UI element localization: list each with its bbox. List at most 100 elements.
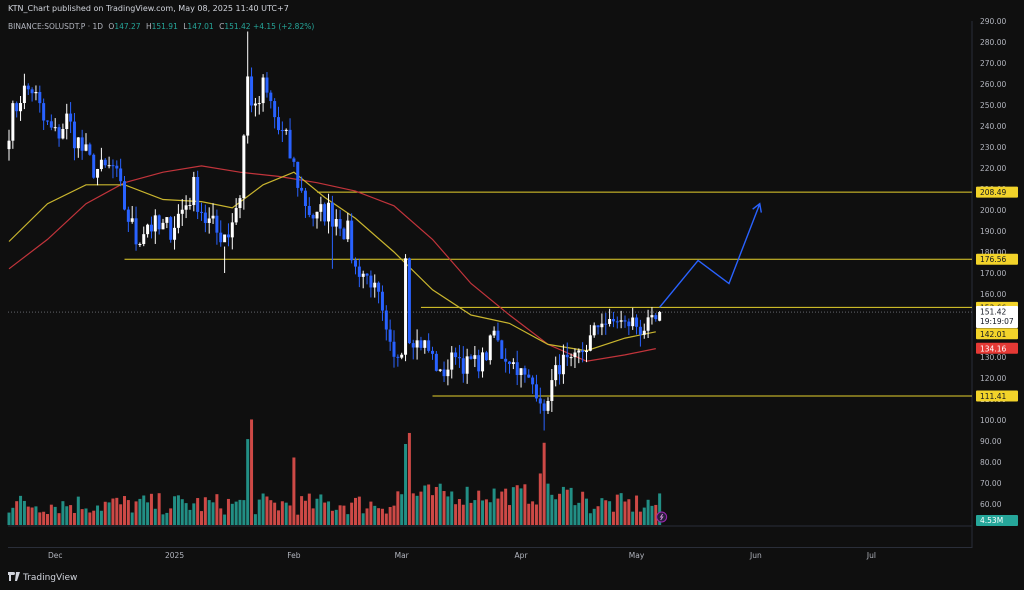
candle-body [531, 377, 535, 385]
candle-body [342, 228, 346, 240]
volume-bar [484, 499, 488, 525]
candle-body [565, 354, 569, 358]
volume-bar [427, 484, 431, 525]
candle-body [180, 209, 184, 214]
volume-bar [334, 509, 338, 525]
candle-body [303, 190, 307, 206]
candle-body [200, 211, 203, 213]
volume-bar [34, 506, 38, 525]
volume-bar [269, 500, 273, 525]
low-value: 147.01 [187, 22, 214, 31]
volume-bar [196, 498, 200, 525]
candle-body [654, 315, 658, 320]
candle-body [442, 369, 446, 377]
volume-bar [546, 483, 550, 525]
volume-bar [292, 457, 296, 525]
candle-body [61, 128, 65, 139]
axes[interactable]: 290.00 280.00 270.00 260.00 250.00 240.00 230.… [48, 17, 1007, 560]
volume-bar [431, 495, 434, 525]
volume-bar [623, 501, 627, 525]
price-badge-value: 111.41 [980, 392, 1006, 401]
volume-bar [577, 502, 581, 525]
projection-line [659, 203, 761, 308]
volume-bar [404, 444, 408, 525]
candle-body [280, 130, 284, 132]
candle-body [457, 357, 461, 359]
volume-bar [161, 514, 165, 525]
candle-body [242, 135, 246, 199]
candle-body [519, 368, 523, 376]
candle-body [500, 340, 504, 359]
volume-bar [126, 500, 130, 525]
volume-bar [257, 499, 261, 525]
candle-body [477, 355, 481, 372]
volume-bar [531, 501, 535, 525]
price-badge-value: 142.01 [980, 330, 1006, 339]
volume-bar [130, 512, 134, 525]
volume-bar [134, 501, 138, 525]
volume-bar [192, 503, 196, 525]
candle-body [411, 343, 415, 348]
candle-body [22, 85, 26, 104]
volume-bar [211, 502, 215, 525]
volume-bar [261, 493, 265, 525]
candle-body [585, 350, 588, 353]
candle-body [215, 215, 219, 233]
price-tick-label: 240.00 [980, 122, 1006, 131]
volume-bar [250, 419, 254, 525]
volume-bar [357, 496, 361, 525]
volume-bar [69, 505, 73, 525]
volume-bar [123, 496, 126, 525]
volume-bar [296, 514, 300, 525]
tradingview-logo[interactable]: TradingView [8, 572, 77, 583]
candle-body [554, 365, 558, 381]
candle-body [550, 380, 554, 402]
candle-body [284, 129, 288, 131]
candle-body [46, 120, 49, 122]
symbol-ohlc-legend[interactable]: BINANCE:SOLUSDT.P · 1D O147.27 H151.91 L… [8, 22, 314, 31]
volume-bar [611, 511, 615, 525]
volume-bar [554, 499, 558, 525]
candle-body [238, 198, 242, 209]
volume-bar [419, 491, 423, 525]
volume-bar [600, 498, 604, 525]
candle-body [230, 222, 234, 238]
candle-body [265, 77, 269, 93]
candle-body [99, 159, 103, 170]
candle-body [184, 205, 188, 210]
volume-bar [92, 510, 96, 525]
volume-bar [550, 494, 554, 525]
candle-body [146, 224, 150, 235]
volume-bar [573, 505, 577, 525]
candle-body [65, 113, 69, 129]
price-tick-label: 290.00 [980, 17, 1006, 26]
volume-bar [72, 512, 76, 525]
candle-body [288, 129, 292, 159]
price-tick-label: 170.00 [980, 269, 1006, 278]
candle-body [323, 204, 327, 222]
volume-bar [380, 508, 384, 525]
volume-bar [153, 508, 157, 525]
candle-body [219, 232, 223, 243]
volume-bar [119, 504, 123, 525]
price-tick-label: 270.00 [980, 59, 1006, 68]
candle-body [161, 222, 165, 230]
volume-bar [307, 493, 311, 525]
volume-bar [561, 486, 565, 525]
last-price-badge [976, 306, 1018, 329]
symbol-label[interactable]: BINANCE:SOLUSDT.P · 1D [8, 22, 104, 31]
candle-body [273, 101, 277, 118]
candle-body [38, 91, 42, 104]
volume-bar [434, 486, 438, 525]
candle-body [253, 103, 257, 106]
horizontal-levels[interactable] [8, 191, 972, 397]
candle-body [577, 350, 581, 353]
candle-body [354, 260, 357, 267]
projection-path[interactable] [659, 202, 762, 308]
candle-body [504, 358, 508, 362]
candle-body [469, 356, 473, 359]
volume-bar [654, 504, 658, 525]
candle-body [496, 330, 500, 341]
candle-body [627, 321, 631, 327]
